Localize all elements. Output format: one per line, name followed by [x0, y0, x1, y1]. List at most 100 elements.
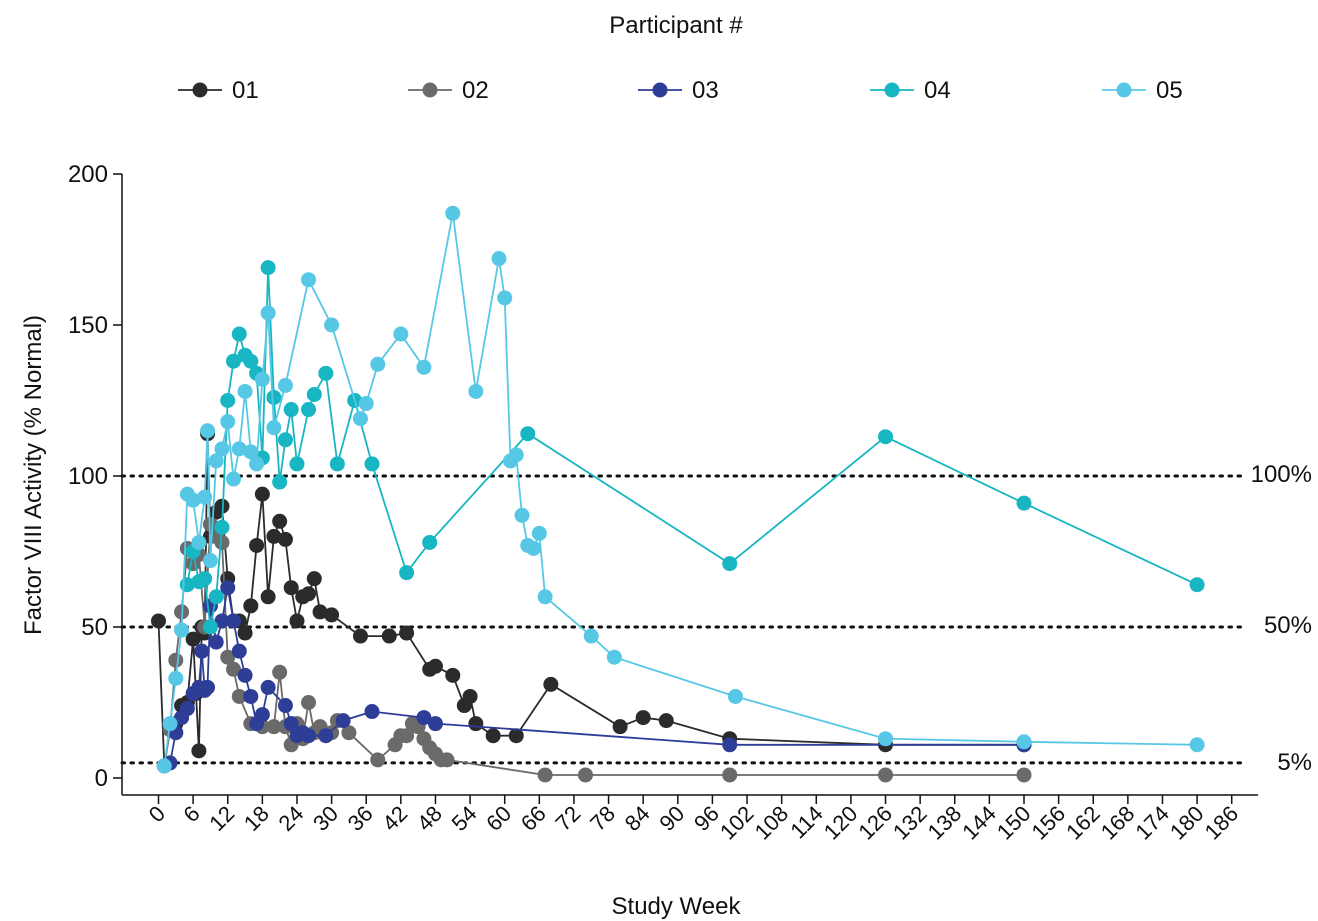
x-tick-label: 42: [377, 801, 412, 836]
data-point: [277, 432, 293, 448]
legend-label: 03: [692, 77, 719, 104]
data-point: [393, 326, 409, 342]
data-point: [370, 752, 386, 768]
data-point: [335, 713, 351, 729]
x-tick-label: 132: [888, 801, 932, 845]
x-tick-label: 180: [1165, 801, 1209, 845]
x-axis-label: Study Week: [611, 893, 741, 920]
x-tick-label: 54: [447, 801, 482, 836]
data-point: [237, 625, 253, 641]
data-point: [277, 531, 293, 547]
y-axis-label: Factor VIII Activity (% Normal): [20, 314, 47, 636]
data-point: [537, 589, 553, 605]
data-point: [399, 565, 415, 581]
data-point: [168, 652, 184, 668]
data-point: [485, 728, 501, 744]
data-point: [260, 589, 276, 605]
series-04: [179, 260, 1205, 635]
legend-item-04: 04: [870, 77, 951, 104]
legend-title: Participant #: [609, 12, 743, 39]
data-point: [200, 423, 216, 439]
data-point: [272, 664, 288, 680]
data-point: [324, 607, 340, 623]
data-point: [658, 713, 674, 729]
data-point: [254, 371, 270, 387]
data-point: [468, 383, 484, 399]
data-point: [722, 737, 738, 753]
data-point: [283, 402, 299, 418]
x-tick-label: 120: [819, 801, 863, 845]
data-point: [220, 580, 236, 596]
data-point: [289, 456, 305, 472]
data-point: [577, 767, 593, 783]
data-point: [272, 513, 288, 529]
data-point: [364, 456, 380, 472]
data-point: [249, 456, 265, 472]
x-tick-label: 108: [750, 801, 794, 845]
data-point: [220, 393, 236, 408]
data-point: [226, 661, 242, 677]
y-tick-label: 0: [95, 765, 108, 792]
data-point: [301, 586, 317, 602]
legend-marker: [884, 82, 900, 98]
y-tick-label: 100: [68, 463, 108, 490]
data-point: [226, 353, 242, 369]
data-point: [399, 625, 415, 641]
data-point: [231, 643, 247, 659]
data-point: [358, 396, 374, 412]
x-tick-label: 150: [992, 801, 1036, 845]
series-group: [151, 205, 1205, 783]
data-point: [301, 402, 317, 418]
data-point: [491, 251, 507, 267]
data-point: [202, 553, 218, 569]
x-tick-label: 168: [1096, 801, 1140, 845]
data-point: [266, 719, 282, 735]
data-point: [194, 643, 210, 659]
data-point: [237, 383, 253, 399]
series-03: [162, 580, 1032, 771]
data-point: [318, 728, 334, 744]
data-point: [266, 420, 282, 436]
data-point: [260, 305, 276, 321]
data-point: [179, 701, 195, 717]
data-point: [1016, 767, 1032, 783]
reference-line-label: 5%: [1277, 749, 1312, 776]
data-point: [168, 670, 184, 686]
x-tick-label: 0: [144, 801, 170, 827]
data-point: [254, 707, 270, 723]
data-point: [260, 260, 276, 276]
data-point: [370, 356, 386, 372]
data-point: [185, 631, 201, 647]
data-point: [162, 716, 178, 732]
data-point: [208, 453, 224, 469]
reference-line-label: 50%: [1264, 612, 1312, 639]
data-point: [243, 353, 259, 369]
data-point: [220, 649, 236, 665]
data-point: [329, 456, 345, 472]
data-point: [728, 688, 743, 704]
data-point: [722, 556, 738, 572]
data-point: [606, 649, 622, 665]
legend-item-02: 02: [408, 77, 489, 104]
data-point: [468, 716, 484, 732]
data-point: [214, 519, 230, 535]
data-point: [306, 386, 322, 402]
data-point: [445, 667, 461, 683]
data-point: [612, 719, 628, 735]
data-point: [283, 580, 299, 596]
data-point: [1016, 495, 1032, 511]
data-point: [277, 698, 293, 714]
data-point: [243, 598, 259, 614]
data-point: [399, 728, 415, 744]
data-point: [422, 534, 438, 550]
data-point: [364, 704, 380, 720]
data-point: [231, 441, 247, 457]
data-point: [191, 534, 207, 550]
x-tick-label: 30: [308, 801, 343, 836]
data-point: [214, 498, 230, 514]
data-point: [226, 471, 242, 487]
x-tick-label: 186: [1200, 801, 1244, 845]
data-point: [324, 317, 340, 333]
x-tick-label: 12: [204, 801, 239, 836]
legend-marker: [422, 82, 438, 98]
